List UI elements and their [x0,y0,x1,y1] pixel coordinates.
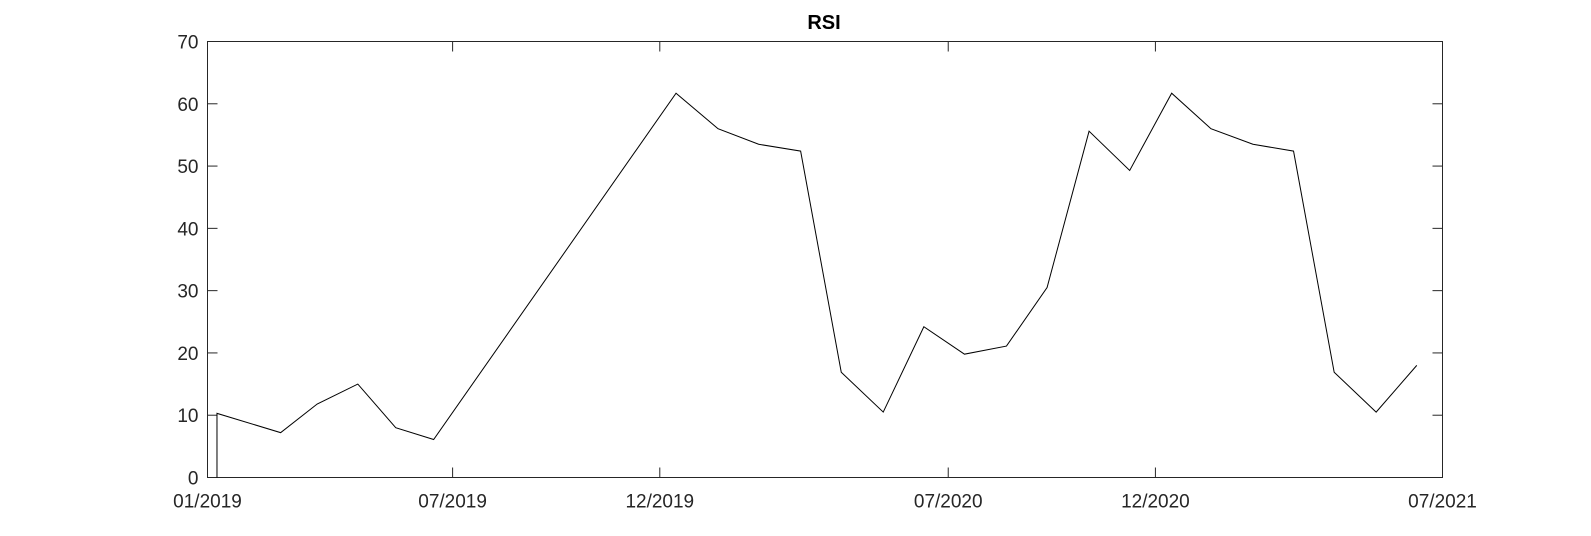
x-axis: 01/2019 07/2019 12/2019 07/2020 12/2020 07/20… [173,41,1477,513]
series-layer [216,92,1418,478]
x-tick-label: 07/2019 [418,492,487,513]
y-tick-label: 30 [177,282,198,303]
series-line-0 [216,92,1418,478]
x-tick-label: 07/2021 [1408,492,1477,513]
x-tick-label: 12/2019 [625,492,694,513]
x-tick-label: 01/2019 [173,492,242,513]
y-tick-label: 60 [177,95,198,116]
y-tick-label: 0 [188,469,199,490]
chart-title: RSI [807,12,840,34]
x-tick-label: 07/2020 [914,492,983,513]
y-tick-label: 40 [177,219,198,240]
x-tick-label: 12/2020 [1121,492,1190,513]
y-tick-label: 20 [177,344,198,365]
y-tick-label: 10 [177,406,198,427]
y-axis: 0 10 20 30 40 50 60 70 [177,33,1443,490]
y-tick-label: 50 [177,157,198,178]
y-tick-label: 70 [177,33,198,54]
plot-frame [207,41,1443,478]
